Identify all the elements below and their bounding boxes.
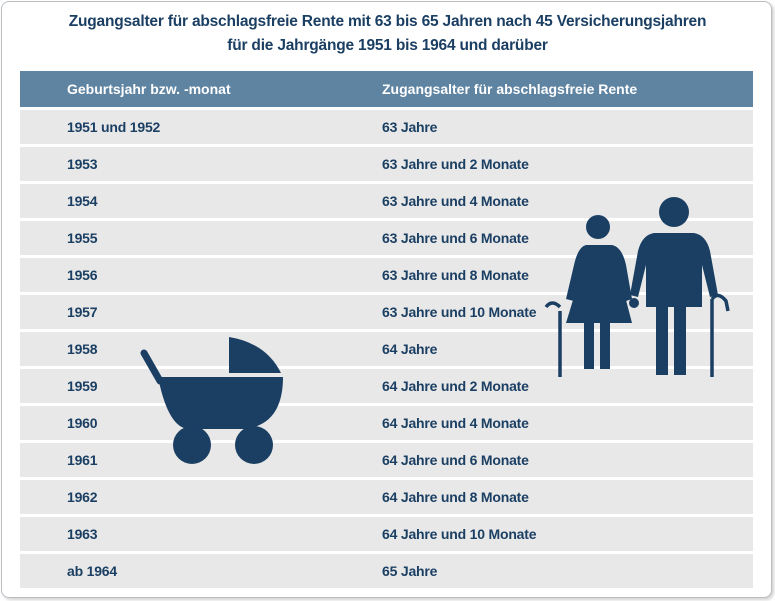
retirement-age-cell: 63 Jahre [382, 119, 438, 135]
table-row: 1962 64 Jahre und 8 Monate [20, 480, 753, 514]
retirement-age-cell: 64 Jahre und 4 Monate [382, 415, 529, 431]
table-body: 1951 und 1952 63 Jahre 1953 63 Jahre und 2 … [20, 110, 753, 591]
retirement-age-cell: 63 Jahre und 4 Monate [382, 193, 529, 209]
table-header: Geburtsjahr bzw. -monat Zugangsalter für… [20, 71, 753, 107]
retirement-age-cell: 63 Jahre und 2 Monate [382, 156, 529, 172]
birth-year-cell: 1960 [67, 415, 98, 431]
table-row: ab 1964 65 Jahre [20, 554, 753, 588]
table-row: 1959 64 Jahre und 2 Monate [20, 369, 753, 403]
retirement-age-cell: 64 Jahre und 2 Monate [382, 378, 529, 394]
elderly-couple-icon [544, 197, 730, 377]
baby-carriage-icon [140, 337, 283, 464]
table-row: 1960 64 Jahre und 4 Monate [20, 406, 753, 440]
table-row: 1956 63 Jahre und 8 Monate [20, 258, 753, 292]
title-line-1: Zugangsalter für abschlagsfreie Rente mi… [68, 13, 707, 30]
birth-year-cell: 1961 [67, 452, 98, 468]
page-title: Zugangsalter für abschlagsfreie Rente mi… [0, 10, 775, 58]
retirement-age-cell: 64 Jahre und 8 Monate [382, 489, 529, 505]
table-row: 1963 64 Jahre und 10 Monate [20, 517, 753, 551]
retirement-age-cell: 64 Jahre [382, 341, 438, 357]
birth-year-cell: 1951 und 1952 [67, 119, 161, 135]
table-row: 1961 64 Jahre und 6 Monate [20, 443, 753, 477]
header-birth-year: Geburtsjahr bzw. -monat [67, 81, 231, 97]
header-retirement-age: Zugangsalter für abschlagsfreie Rente [382, 81, 638, 97]
birth-year-cell: 1959 [67, 378, 98, 394]
birth-year-cell: 1953 [67, 156, 98, 172]
retirement-age-cell: 64 Jahre und 6 Monate [382, 452, 529, 468]
birth-year-cell: 1958 [67, 341, 98, 357]
birth-year-cell: 1963 [67, 526, 98, 542]
birth-year-cell: 1955 [67, 230, 98, 246]
table-row: 1951 und 1952 63 Jahre [20, 110, 753, 144]
retirement-age-cell: 63 Jahre und 10 Monate [382, 304, 537, 320]
birth-year-cell: 1956 [67, 267, 98, 283]
birth-year-cell: 1954 [67, 193, 98, 209]
retirement-age-cell: 63 Jahre und 8 Monate [382, 267, 529, 283]
title-line-2: für die Jahrgänge 1951 bis 1964 und darü… [227, 37, 548, 54]
retirement-age-cell: 63 Jahre und 6 Monate [382, 230, 529, 246]
birth-year-cell: 1957 [67, 304, 98, 320]
birth-year-cell: 1962 [67, 489, 98, 505]
table-row: 1958 64 Jahre [20, 332, 753, 366]
retirement-age-cell: 64 Jahre und 10 Monate [382, 526, 537, 542]
table-row: 1955 63 Jahre und 6 Monate [20, 221, 753, 255]
retirement-age-cell: 65 Jahre [382, 563, 438, 579]
table-row: 1953 63 Jahre und 2 Monate [20, 147, 753, 181]
table-row: 1954 63 Jahre und 4 Monate [20, 184, 753, 218]
birth-year-cell: ab 1964 [67, 563, 117, 579]
